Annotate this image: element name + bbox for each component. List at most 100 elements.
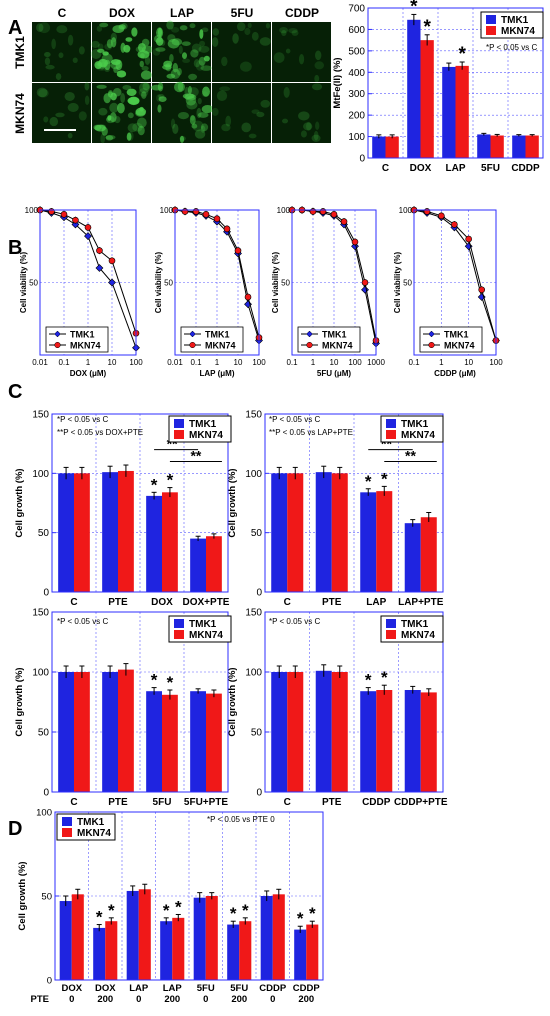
micro-cell [127,123,138,133]
micro-cell [177,111,190,120]
data-point [361,279,369,286]
y-tick-label: 100 [348,132,365,143]
bar [442,66,456,158]
micro-cell [78,46,85,55]
micro-cell [93,124,102,131]
micro-cell [181,41,191,46]
micro-cell [236,22,246,32]
micro-cell [96,62,108,67]
micro-cell [179,136,186,141]
y-tick-label: 0 [256,588,262,599]
micro-cell [36,23,44,32]
bar [420,517,437,592]
micro-row-label: TMK1 [13,36,27,69]
micro-cell [315,121,320,130]
y-tick-label: 700 [348,4,365,15]
micro-cell [110,61,121,70]
bar [74,473,90,592]
x-tick-label: CDDP [293,983,321,994]
y-tick-label: 100 [245,668,262,679]
significance-note-2: **P < 0.05 vs LAP+PTE [269,428,353,437]
micro-cell [216,90,228,102]
bar [190,691,206,792]
micro-cell [298,111,310,121]
plot-frame [413,209,497,356]
micro-cell [194,129,206,139]
significance-note: *P < 0.05 vs C [57,415,108,424]
data-point [95,264,104,272]
plot-frame [51,413,229,593]
data-point [477,293,486,301]
x-tick-sublabel: 0 [203,994,208,1005]
bar [490,135,504,158]
bar [146,495,162,592]
bar [172,917,185,980]
data-point [351,238,359,246]
x-tick-label: 10 [330,358,339,367]
micro-cell [67,132,73,139]
data-point [319,208,327,215]
micro-cell [282,118,289,124]
bar [287,473,304,592]
micro-cell [184,86,189,97]
legend-label: MKN74 [401,430,435,441]
legend-label: TMK1 [401,419,429,430]
bar [477,134,491,158]
micro-cell [84,82,90,91]
data-point [84,224,92,231]
x-tick-label: C [284,797,291,808]
x-tick-label: PTE [322,597,342,608]
micro-cell [251,31,259,41]
legend-label: MKN74 [444,341,475,351]
micro-cell [196,107,202,119]
micro-cell [178,45,183,54]
micro-cell [141,91,147,99]
micro-cell [105,135,114,141]
legend-marker [428,341,435,349]
micro-cell [190,49,199,58]
micro-cell [155,47,166,52]
micro-cell [298,53,305,65]
bar [59,901,72,980]
x-tick-label: 0.1 [408,358,420,367]
micro-cell [115,59,123,71]
bar [525,135,539,158]
x-tick-label: 100 [252,358,266,367]
bar [162,492,178,592]
x-tick-label: CDDP [259,983,287,994]
legend-marker [306,330,313,338]
micro-cell [157,27,163,37]
micro-cell [211,107,219,116]
micro-cell [158,96,167,103]
data-point [96,247,103,254]
legend-label: TMK1 [322,330,347,340]
micro-cell [97,58,107,70]
data-point [340,218,348,225]
x-tick-sublabel: 0 [69,994,74,1005]
row-label: PTE [31,994,49,1005]
significance-star: * [381,668,388,687]
plot-frame [39,209,137,356]
bar [193,897,206,980]
legend-swatch [386,430,396,439]
legend-label: TMK1 [401,619,429,630]
data-point [464,242,473,251]
y-tick-label: 50 [38,728,50,739]
micro-cell [188,87,199,97]
x-tick-label: LAP [366,597,386,608]
x-tick-label: PTE [108,797,128,808]
micro-cell [259,37,271,46]
micro-cell [132,122,143,132]
micro-cell [198,45,210,53]
micro-cell [251,109,260,114]
y-tick-label: 150 [32,608,49,619]
micro-cell [197,112,209,118]
legend-swatch [486,26,496,35]
significance-star: * [309,904,316,923]
micro-cell [203,55,210,62]
bar [126,890,139,980]
x-tick-label: 10 [108,358,117,367]
micro-cell [232,33,239,44]
plot-frame [264,413,444,593]
